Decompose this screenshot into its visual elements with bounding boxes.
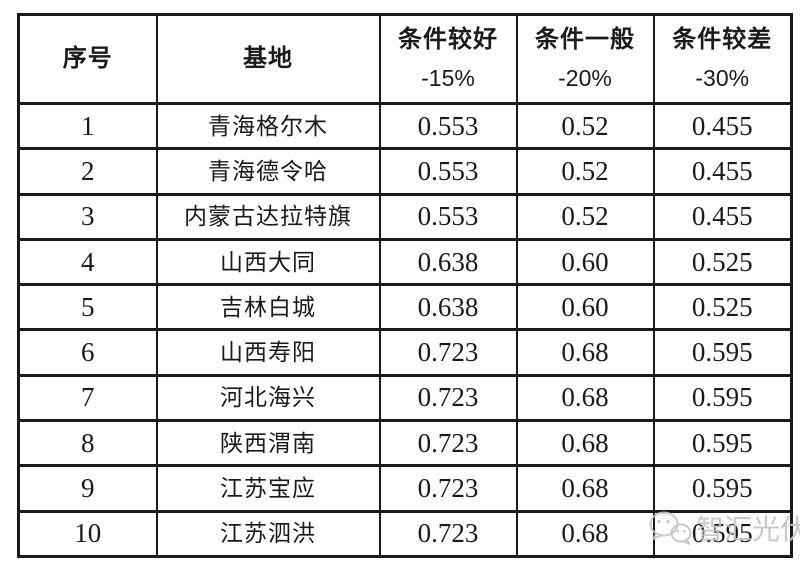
- table-row: 9 江苏宝应 0.723 0.68 0.595: [17, 464, 793, 513]
- cell-poor: 0.455: [652, 192, 793, 241]
- header-condition-good-label: 条件较好: [398, 26, 498, 53]
- cell-poor: 0.595: [652, 464, 793, 513]
- table-row: 6 山西寿阳 0.723 0.68 0.595: [17, 328, 793, 377]
- table-row: 3 内蒙古达拉特旗 0.553 0.52 0.455: [17, 192, 793, 241]
- header-base: 基地: [155, 13, 381, 105]
- cell-good: 0.638: [378, 237, 518, 287]
- cell-good: 0.638: [378, 283, 518, 332]
- header-condition-average-label: 条件一般: [535, 26, 635, 53]
- header-condition-poor-percent: -30%: [695, 65, 750, 91]
- header-serial-number: 序号: [17, 13, 158, 105]
- header-condition-average-percent: -20%: [558, 65, 612, 91]
- cell-average: 0.68: [515, 464, 655, 513]
- cell-average: 0.68: [515, 373, 655, 423]
- cell-serial-number: 6: [17, 328, 158, 377]
- table-row: 5 吉林白城 0.638 0.60 0.525: [17, 283, 793, 332]
- pv-base-price-table: 序号 基地 条件较好 -15% 条件一般 -20% 条件较差 -30%: [17, 13, 793, 559]
- cell-serial-number: 3: [17, 192, 158, 241]
- cell-good: 0.723: [378, 509, 518, 559]
- cell-serial-number: 7: [17, 373, 158, 423]
- cell-base: 陕西渭南: [155, 419, 381, 468]
- cell-average: 0.60: [515, 283, 655, 332]
- cell-base: 内蒙古达拉特旗: [155, 192, 381, 241]
- cell-base: 青海德令哈: [155, 147, 381, 196]
- cell-serial-number: 2: [17, 147, 158, 196]
- cell-base: 江苏宝应: [155, 464, 381, 513]
- table-row: 2 青海德令哈 0.553 0.52 0.455: [17, 147, 793, 196]
- cell-average: 0.60: [515, 237, 655, 287]
- cell-serial-number: 4: [17, 237, 158, 287]
- cell-base: 山西寿阳: [155, 328, 381, 377]
- cell-average: 0.52: [515, 101, 655, 151]
- cell-poor: 0.595: [652, 328, 793, 377]
- cell-serial-number: 9: [17, 464, 158, 513]
- table-row: 7 河北海兴 0.723 0.68 0.595: [17, 373, 793, 423]
- cell-base: 江苏泗洪: [155, 509, 381, 559]
- cell-serial-number: 8: [17, 419, 158, 468]
- cell-base: 吉林白城: [155, 283, 381, 332]
- cell-good: 0.723: [378, 373, 518, 423]
- table-row: 8 陕西渭南 0.723 0.68 0.595: [17, 419, 793, 468]
- cell-average: 0.52: [515, 147, 655, 196]
- cell-good: 0.553: [378, 147, 518, 196]
- header-condition-poor-label: 条件较差: [672, 26, 773, 53]
- cell-poor: 0.455: [652, 147, 793, 196]
- cell-serial-number: 1: [17, 101, 158, 151]
- table-row: 4 山西大同 0.638 0.60 0.525: [17, 237, 793, 287]
- header-serial-number-label: 序号: [62, 45, 113, 72]
- cell-poor: 0.595: [652, 419, 793, 468]
- cell-poor: 0.525: [652, 237, 793, 287]
- header-condition-good-percent: -15%: [421, 65, 475, 91]
- cell-average: 0.52: [515, 192, 655, 241]
- cell-base: 青海格尔木: [155, 101, 381, 151]
- cell-poor: 0.595: [652, 373, 793, 423]
- header-condition-good: 条件较好 -15%: [378, 13, 518, 105]
- cell-average: 0.68: [515, 419, 655, 468]
- cell-poor: 0.595: [652, 509, 793, 559]
- cell-good: 0.553: [378, 101, 518, 151]
- header-base-label: 基地: [243, 45, 293, 72]
- cell-average: 0.68: [515, 328, 655, 377]
- header-condition-average: 条件一般 -20%: [515, 13, 655, 105]
- table-row: 1 青海格尔木 0.553 0.52 0.455: [17, 101, 793, 151]
- cell-poor: 0.455: [652, 101, 793, 151]
- table-row: 10 江苏泗洪 0.723 0.68 0.595: [17, 509, 793, 559]
- cell-serial-number: 10: [17, 509, 158, 559]
- cell-poor: 0.525: [652, 283, 793, 332]
- cell-base: 河北海兴: [155, 373, 381, 423]
- cell-good: 0.723: [378, 464, 518, 513]
- cell-good: 0.553: [378, 192, 518, 241]
- cell-serial-number: 5: [17, 283, 158, 332]
- table-header-row: 序号 基地 条件较好 -15% 条件一般 -20% 条件较差 -30%: [17, 13, 793, 105]
- cell-average: 0.68: [515, 509, 655, 559]
- cell-base: 山西大同: [155, 237, 381, 287]
- header-condition-poor: 条件较差 -30%: [652, 13, 793, 105]
- cell-good: 0.723: [378, 419, 518, 468]
- cell-good: 0.723: [378, 328, 518, 377]
